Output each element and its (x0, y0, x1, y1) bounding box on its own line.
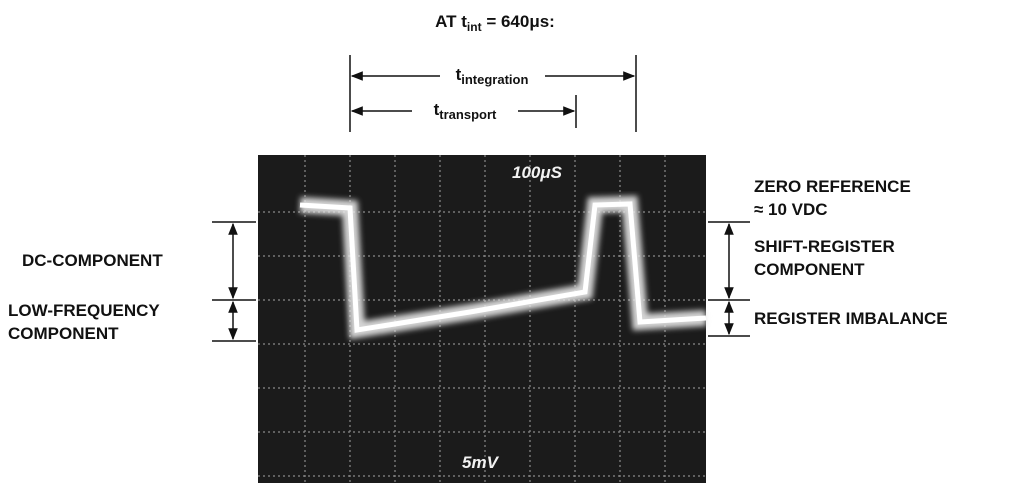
integration-label: tintegration (456, 65, 529, 87)
dc-label: DC-COMPONENT (22, 251, 163, 270)
transport-label: ttransport (434, 100, 497, 122)
low-frequency-label: COMPONENT (8, 324, 119, 343)
low-frequency-label: LOW-FREQUENCY (8, 301, 160, 320)
title: AT tint = 640μs: (435, 12, 555, 34)
zero-reference-label: ≈ 10 VDC (754, 200, 828, 219)
sensitivity-label: 5mV (462, 453, 500, 472)
left-dimensions (212, 221, 256, 342)
zero-reference-label: ZERO REFERENCE (754, 177, 911, 196)
timebase-label: 100μS (512, 163, 563, 182)
interval-brackets (349, 55, 637, 132)
shift-register-label: SHIFT-REGISTER (754, 237, 895, 256)
imbalance-label: REGISTER IMBALANCE (754, 309, 948, 328)
oscilloscope-screen: 100μS 5mV (258, 155, 707, 483)
right-dimensions (708, 221, 750, 337)
shift-register-label: COMPONENT (754, 260, 865, 279)
